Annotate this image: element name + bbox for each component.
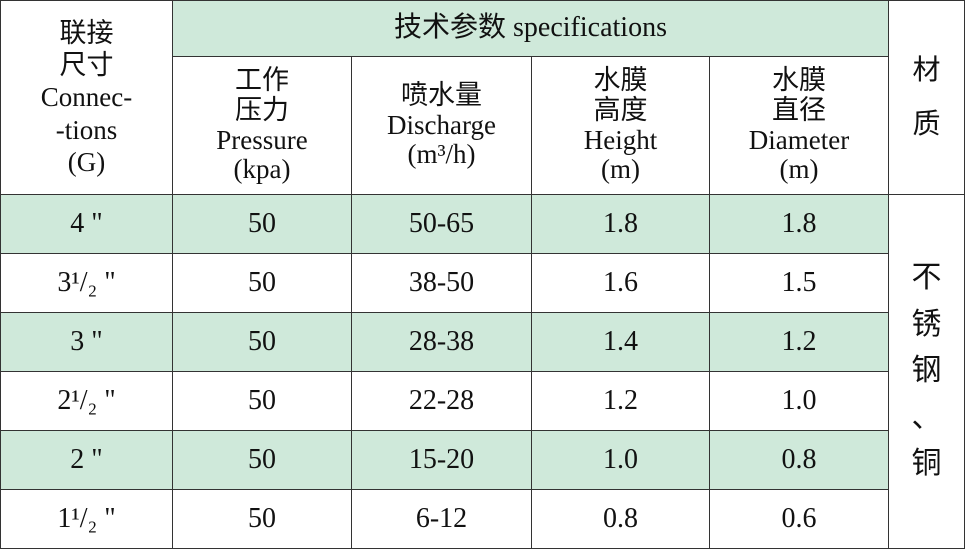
cell-text: 锈	[911, 307, 942, 341]
data-cell: 3¹/₂ "	[0, 254, 173, 313]
cell-text: 4 "	[70, 207, 103, 239]
cell-text: 1.8	[781, 207, 817, 239]
data-cell: 4 "	[0, 195, 173, 254]
cell-text: 15-20	[408, 443, 475, 475]
cell-text: (kpa)	[233, 154, 291, 185]
cell-text: 1.2	[781, 325, 817, 357]
data-cell: 28-38	[352, 313, 532, 372]
cell-text: 28-38	[408, 325, 475, 357]
cell-text: 技术参数 specifications	[394, 12, 667, 44]
cell-text: Diameter	[748, 124, 850, 155]
cell-text: 高度	[593, 94, 648, 125]
cell-text: 0.8	[603, 502, 638, 534]
data-cell: 1.4	[532, 313, 710, 372]
cell-text: 1.4	[603, 325, 638, 357]
cell-text: (m³/h)	[407, 139, 476, 170]
data-cell: 38-50	[352, 254, 532, 313]
cell-text: Pressure	[216, 124, 308, 155]
cell-text: 联接	[59, 17, 114, 48]
cell-text: 水膜	[593, 65, 648, 96]
column-header: 水膜 直径 Diameter (m)	[710, 57, 889, 195]
cell-text: 铜	[911, 447, 942, 481]
cell-text: 0.8	[781, 443, 817, 475]
data-cell: 0.8	[532, 490, 710, 549]
data-cell: 50	[173, 313, 352, 372]
data-cell: 2 "	[0, 431, 173, 490]
data-cell: 50-65	[352, 195, 532, 254]
data-cell: 6-12	[352, 490, 532, 549]
data-cell: 50	[173, 490, 352, 549]
cell-text: -tions	[55, 114, 118, 145]
cell-text: 直径	[772, 94, 826, 125]
cell-text: 不	[911, 261, 942, 295]
data-cell: 22-28	[352, 372, 532, 431]
cell-text: 喷水量	[401, 79, 482, 110]
data-cell: 1.6	[532, 254, 710, 313]
data-cell: 0.8	[710, 431, 889, 490]
cell-text: 钢	[911, 354, 942, 388]
cell-text: Discharge	[387, 109, 496, 140]
cell-text: 工作	[235, 65, 289, 96]
connections-header: 联接 尺寸 Connec- -tions (G)	[0, 0, 173, 195]
material-header: 材质	[889, 0, 965, 195]
column-header: 水膜 高度 Height (m)	[532, 57, 710, 195]
cell-text: 3 "	[70, 325, 103, 357]
cell-text: 38-50	[408, 266, 475, 298]
cell-text: 1.0	[603, 443, 638, 475]
cell-text: 50	[248, 443, 276, 475]
data-cell: 1.0	[532, 431, 710, 490]
group-header: 技术参数 specifications	[173, 0, 889, 57]
cell-text: 1.2	[603, 384, 638, 416]
data-cell: 50	[173, 372, 352, 431]
cell-text: 0.6	[781, 502, 817, 534]
cell-text: 2¹/₂ "	[57, 384, 116, 416]
cell-text: 1¹/₂ "	[57, 502, 116, 534]
cell-text: 50	[248, 266, 276, 298]
cell-text: Height	[583, 124, 658, 155]
data-cell: 1.2	[710, 313, 889, 372]
cell-text: 6-12	[415, 502, 468, 534]
cell-text: 50	[248, 207, 276, 239]
cell-text: 50-65	[408, 207, 475, 239]
data-cell: 1.5	[710, 254, 889, 313]
cell-text: 1.8	[603, 207, 638, 239]
data-cell: 1.2	[532, 372, 710, 431]
cell-text: 50	[248, 325, 276, 357]
column-header: 喷水量 Discharge (m³/h)	[352, 57, 532, 195]
cell-text: 、	[911, 400, 942, 434]
cell-text: (G)	[67, 147, 106, 178]
data-cell: 1¹/₂ "	[0, 490, 173, 549]
data-cell: 15-20	[352, 431, 532, 490]
cell-text: 50	[248, 502, 276, 534]
cell-text: Connec-	[40, 82, 133, 113]
cell-text: 压力	[235, 94, 289, 125]
data-cell: 2¹/₂ "	[0, 372, 173, 431]
data-cell: 3 "	[0, 313, 173, 372]
data-cell: 50	[173, 431, 352, 490]
data-cell: 1.8	[532, 195, 710, 254]
data-cell: 50	[173, 195, 352, 254]
data-cell: 1.0	[710, 372, 889, 431]
cell-text: 2 "	[70, 443, 103, 475]
cell-text: 22-28	[408, 384, 475, 416]
cell-text: (m)	[601, 154, 640, 185]
cell-text: 1.0	[781, 384, 817, 416]
cell-text: 材	[912, 55, 941, 87]
cell-text: (m)	[779, 154, 819, 185]
column-header: 工作 压力 Pressure (kpa)	[173, 57, 352, 195]
material-cell: 不锈钢、铜	[889, 195, 965, 549]
data-cell: 1.8	[710, 195, 889, 254]
cell-text: 3¹/₂ "	[57, 266, 116, 298]
cell-text: 尺寸	[59, 49, 114, 80]
cell-text: 1.5	[781, 266, 817, 298]
data-cell: 0.6	[710, 490, 889, 549]
cell-text: 水膜	[772, 65, 826, 96]
data-cell: 50	[173, 254, 352, 313]
cell-text: 50	[248, 384, 276, 416]
cell-text: 1.6	[603, 266, 638, 298]
cell-text: 质	[912, 108, 941, 140]
